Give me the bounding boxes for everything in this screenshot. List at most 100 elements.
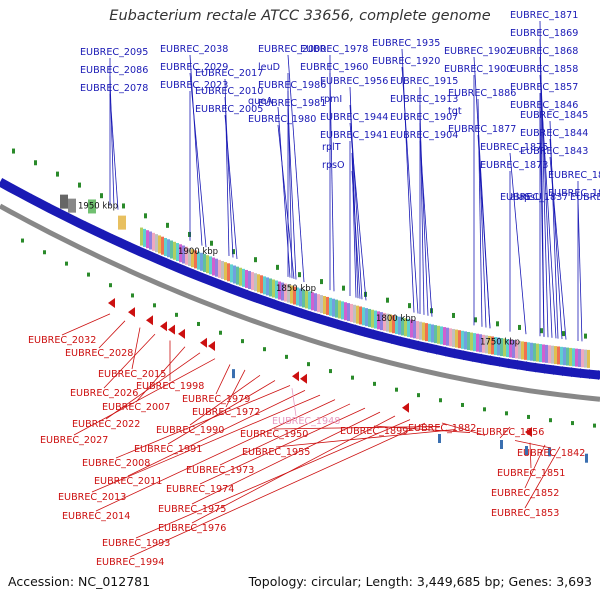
forward-gene-label: leuD [258, 62, 280, 73]
forward-gene-label: EUBREC_1869 [510, 28, 578, 39]
forward-gene-arrow [148, 250, 155, 261]
reverse-gene-label: EUBREC_1975 [158, 504, 226, 515]
rna-tick [122, 203, 125, 209]
gene-segment [443, 327, 446, 346]
rna-tick [408, 303, 411, 309]
gene-segment [449, 328, 452, 347]
gene-segment [353, 304, 356, 323]
forward-gene-arrow [310, 310, 317, 321]
reverse-gene-label: EUBREC_1853 [491, 508, 559, 519]
forward-gene-label: rpmI [320, 94, 342, 105]
gene-segment [533, 343, 536, 362]
gene-segment [314, 293, 317, 312]
rna-tick [395, 387, 398, 392]
gene-marker [525, 446, 528, 456]
forward-gene-label: rpsO [322, 160, 345, 171]
reverse-gene-label: EUBREC_1842 [517, 448, 585, 459]
forward-gene-label: EUBREC_1858 [510, 64, 578, 75]
reverse-gene-label: EUBREC_2026 [70, 388, 138, 399]
reverse-gene-arrow [200, 337, 207, 348]
rna-tick [210, 240, 213, 246]
forward-gene-arrow [580, 368, 587, 379]
leader-line [524, 446, 561, 509]
gene-segment [197, 251, 200, 270]
gene-segment [140, 227, 143, 246]
gene-segment [227, 263, 230, 282]
rna-tick [527, 414, 530, 419]
forward-gene-arrow [562, 366, 569, 377]
reverse-gene-label: EUBREC_1990 [156, 425, 224, 436]
gene-segment [359, 306, 362, 325]
leader-line [277, 106, 291, 278]
forward-gene-label: EUBREC_2017 [195, 68, 263, 79]
forward-gene-arrow [67, 212, 74, 223]
forward-gene-arrow [22, 188, 29, 199]
leader-lines-layer [61, 20, 583, 558]
rna-tick [276, 264, 279, 270]
gene-segment [212, 257, 215, 276]
rna-tick [562, 331, 565, 337]
gene-segment [545, 344, 548, 363]
leader-line [273, 426, 441, 430]
gene-segment [215, 258, 218, 277]
gene-segment [434, 325, 437, 344]
gene-segment [404, 318, 407, 337]
forward-gene-label: EUBREC_1960 [300, 62, 368, 73]
forward-gene-label: EUBREC_1900 [444, 64, 512, 75]
gene-segment [245, 269, 248, 288]
reverse-gene-label: EUBREC_2007 [102, 402, 170, 413]
rna-tick [166, 222, 169, 228]
forward-gene-label: EUBREC_1837 [500, 192, 568, 203]
gene-segment [239, 267, 242, 286]
gene-segment [68, 198, 76, 213]
gene-segment [515, 340, 518, 359]
forward-gene-arrow [58, 207, 65, 218]
gene-segment [461, 330, 464, 349]
gene-segment [416, 321, 419, 340]
reverse-gene-label: EUBREC_2028 [65, 348, 133, 359]
leader-line [167, 380, 276, 445]
forward-gene-arrow [202, 272, 209, 283]
gene-segment [530, 342, 533, 361]
leader-line [401, 66, 419, 314]
forward-gene-label: EUBREC_1913 [390, 94, 458, 105]
forward-gene-arrow [292, 305, 299, 316]
gene-segment [350, 303, 353, 322]
reverse-gene-label: EUBREC_1998 [136, 381, 204, 392]
gene-segment [278, 281, 281, 300]
gene-segment [146, 230, 149, 249]
gene-segment [167, 239, 170, 258]
forward-gene-arrow [175, 261, 182, 272]
gene-segment [60, 194, 68, 209]
gene-segment [320, 295, 323, 314]
rna-tick [518, 324, 521, 330]
gene-segment [503, 338, 506, 357]
forward-gene-label: rplT [322, 142, 341, 153]
forward-gene-label: EUBREC_1915 [390, 76, 458, 87]
gene-segment [155, 234, 158, 253]
gene-segment [413, 320, 416, 339]
rna-tick [452, 312, 455, 318]
forward-gene-arrow [193, 268, 200, 279]
leader-line [401, 48, 415, 313]
leader-line [441, 422, 486, 436]
forward-gene-label: EUBREC_2010 [195, 86, 263, 97]
reverse-gene-label: EUBREC_2027 [40, 435, 108, 446]
rna-tick [342, 285, 345, 291]
gene-segment [488, 335, 491, 354]
leader-line [191, 415, 396, 524]
leader-line [219, 403, 351, 466]
gene-segment [497, 337, 500, 356]
forward-gene-arrow [337, 319, 344, 330]
leader-line [61, 313, 111, 336]
gene-segment [323, 296, 326, 315]
gene-segment [356, 305, 359, 324]
gene-segment [509, 339, 512, 358]
gene-segment [422, 322, 425, 341]
rna-tick [219, 330, 222, 335]
gene-segment [308, 291, 311, 310]
gene-segment [158, 235, 161, 254]
gene-marker [438, 433, 441, 443]
forward-gene-arrow [382, 331, 389, 342]
scale-label: 1850 kbp [276, 284, 316, 294]
